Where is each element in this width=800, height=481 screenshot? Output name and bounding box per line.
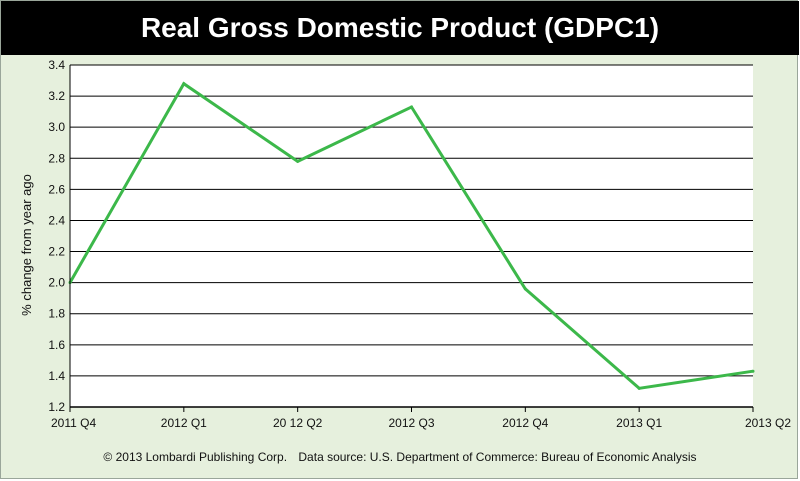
x-tick-labels: 2011 Q4 2012 Q1 20 12 Q2 2012 Q3 2012 Q4 2013… bbox=[51, 407, 791, 430]
x-tick-label: 2012 Q4 bbox=[502, 416, 548, 430]
chart-title: Real Gross Domestic Product (GDPC1) bbox=[1, 1, 799, 55]
x-tick-label: 20 12 Q2 bbox=[273, 416, 323, 430]
y-tick-label: 2.8 bbox=[48, 151, 65, 165]
y-tick-label: 1.2 bbox=[48, 400, 65, 414]
gridlines bbox=[70, 64, 753, 408]
x-tick-label: 2013 Q1 bbox=[616, 416, 662, 430]
y-tick-label: 1.4 bbox=[48, 369, 65, 383]
y-tick-label: 2.4 bbox=[48, 213, 65, 227]
y-axis-label: % change from year ago bbox=[19, 174, 34, 316]
y-tick-labels: 1.2 1.4 1.6 1.8 2.0 2.2 2.4 2.6 2.8 3.0 3.2 3.4 bbox=[48, 58, 65, 414]
data-point bbox=[296, 159, 300, 163]
x-tick-label: 2012 Q1 bbox=[161, 416, 207, 430]
data-point bbox=[751, 369, 755, 373]
y-tick-label: 3.2 bbox=[48, 89, 65, 103]
y-tick-label: 2.0 bbox=[48, 276, 65, 290]
y-tick-label: 3.4 bbox=[48, 58, 65, 72]
y-tick-label: 1.6 bbox=[48, 338, 65, 352]
data-point bbox=[523, 287, 527, 291]
x-tick-label: 2013 Q2 bbox=[745, 416, 791, 430]
copyright-text: © 2013 Lombardi Publishing Corp. bbox=[103, 450, 288, 464]
data-source-text: Data source: U.S. Department of Commerce… bbox=[298, 450, 697, 464]
data-point bbox=[182, 82, 186, 86]
line-chart: 1.2 1.4 1.6 1.8 2.0 2.2 2.4 2.6 2.8 3.0 3.2 3.4 201… bbox=[19, 58, 791, 430]
data-point bbox=[637, 386, 641, 390]
y-tick-label: 3.0 bbox=[48, 120, 65, 134]
x-tick-label: 2011 Q4 bbox=[51, 416, 96, 430]
y-tick-label: 2.2 bbox=[48, 245, 65, 259]
plot-area bbox=[70, 65, 753, 407]
y-tick-label: 2.6 bbox=[48, 182, 65, 196]
y-tick-label: 1.8 bbox=[48, 307, 65, 321]
footer: © 2013 Lombardi Publishing Corp. Data so… bbox=[1, 450, 799, 464]
x-tick-label: 2012 Q3 bbox=[388, 416, 434, 430]
data-point bbox=[410, 105, 413, 109]
